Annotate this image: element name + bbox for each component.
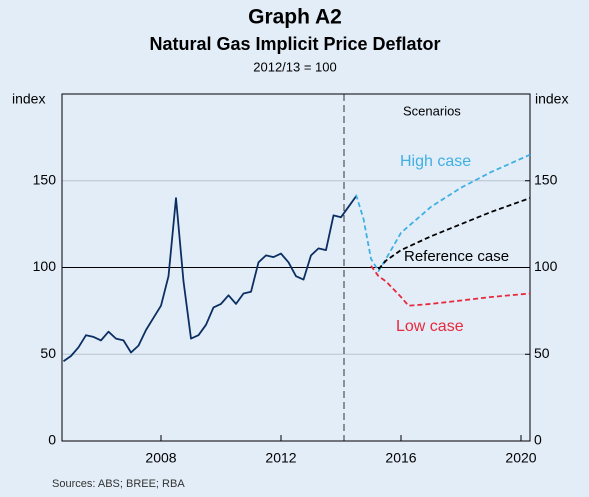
chart-subtitle: Natural Gas Implicit Price Deflator [149,34,440,54]
x-tick-label: 2008 [145,450,176,466]
source: Sources: ABS; BREE; RBA [52,478,185,490]
y-tick-label: 100 [33,258,57,274]
series-line [62,195,357,362]
x-tick-label: 2016 [385,450,416,466]
y-tick-label: 50 [40,345,56,361]
y2-tick-label: 0 [534,432,542,448]
annotation: High case [400,153,471,170]
y-tick-label: 150 [33,171,57,187]
annotation: Low case [396,318,464,335]
y2-axis-label: index [535,91,568,107]
annotation: Reference case [404,248,509,265]
y2-tick-label: 50 [534,345,550,361]
x-tick-label: 2012 [265,450,296,466]
chart-note: 2012/13 = 100 [253,59,337,74]
y2-tick-label: 100 [534,258,558,274]
y-axis-label: index [12,91,45,107]
series-line [355,153,531,272]
chart-title: Graph A2 [248,6,342,29]
x-tick-label: 2020 [505,450,536,466]
plot-frame [61,93,531,442]
annotation: Scenarios [403,103,461,118]
y-tick-label: 0 [48,432,56,448]
y2-tick-label: 150 [534,171,558,187]
series-line [377,197,531,270]
